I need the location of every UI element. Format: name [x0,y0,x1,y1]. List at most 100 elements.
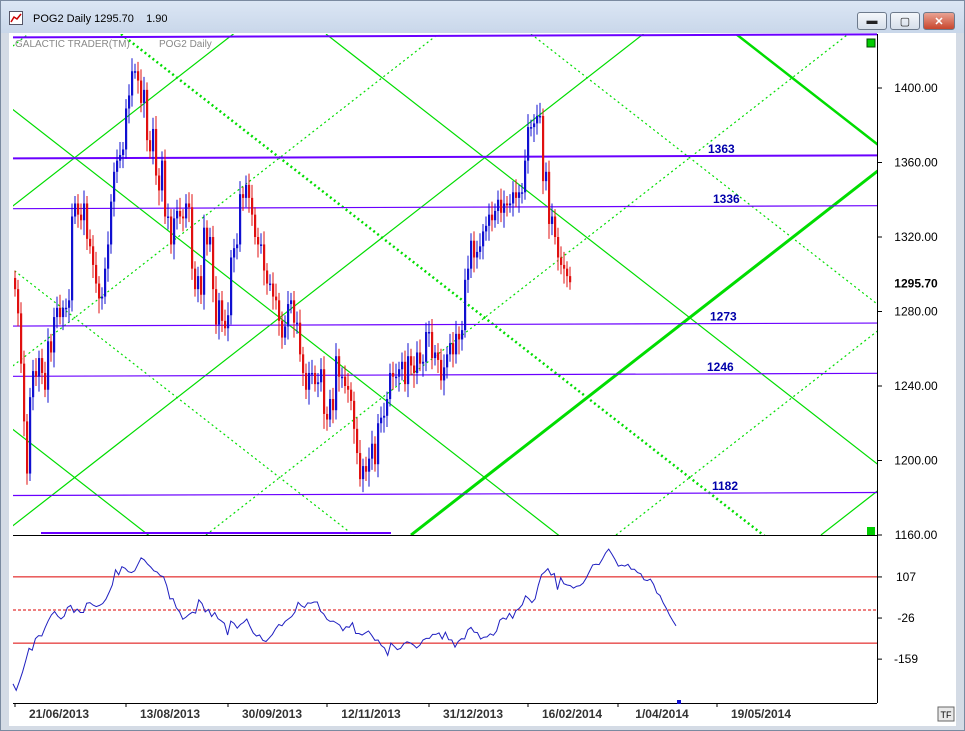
price-bar-body [47,341,50,390]
price-bar-body [137,71,140,81]
price-bar-body [338,356,341,377]
price-bar-body [368,458,371,472]
price-bar-body [383,415,386,418]
price-axis-labels: 1400.00 1360.00 1320.00 1280.00 1240.00 1200.… [877,81,950,542]
price-bar-body [380,417,383,424]
bottom-marker-square[interactable] [867,527,875,535]
price-bar-body [566,268,569,277]
price-bar-body [125,108,128,150]
price-bar-body [59,307,62,318]
time-tick-label: 30/09/2013 [242,707,302,721]
price-bar-body [314,372,317,385]
price-bar-body [569,276,572,283]
price-bar-body [128,95,131,109]
price-bar-body [479,246,482,252]
price-bar-body [65,307,68,310]
price-bar-body [35,371,38,377]
price-bar-body [359,453,362,480]
price-tick-label: 1240.00 [894,379,938,393]
price-bar-body [491,214,494,221]
price-bar-body [311,372,314,375]
price-bar-body [68,300,71,308]
level-line [12,491,878,497]
price-bar-body [386,399,389,416]
price-bar-body [488,214,491,226]
price-bar-body [518,192,521,198]
price-bar-body [269,283,272,286]
price-bar-body [389,372,392,400]
grid-line-down [325,34,877,465]
time-tick-label: 21/06/2013 [29,707,89,721]
chart-area[interactable]: 1428 1363 1336 1273 1246 1182 GALACTIC TRADER… [9,21,956,726]
price-bar-body [371,443,374,459]
timeframe-label: TF [941,710,952,720]
price-bar-body [350,389,353,401]
price-bar-body [497,199,500,211]
price-bar-body [290,300,293,305]
timeframe-button[interactable] [937,706,955,722]
price-bar-body [227,315,230,329]
osc-tick-label: 107 [896,570,916,584]
price-bar-body [461,330,464,340]
price-bar-body [233,248,236,258]
price-chart-svg[interactable]: 1428 1363 1336 1273 1246 1182 GALACTIC TRADER… [9,21,956,726]
price-bar-body [41,358,44,373]
level-label: 1246 [707,360,734,374]
price-bar-body [401,361,404,370]
price-bar-body [167,216,170,219]
price-bar-body [287,304,290,327]
price-bar-body [470,240,473,269]
close-button[interactable]: ✕ [923,12,955,30]
price-bar-body [449,343,452,355]
price-bar-body [341,376,344,379]
price-bar-body [281,320,284,338]
price-bar-body [326,413,329,420]
price-bar-body [302,354,305,373]
price-tick-label: 1160.00 [895,528,938,542]
price-bar-body [410,356,413,366]
level-label: 1428 [696,33,723,35]
top-marker-square[interactable] [866,38,876,48]
price-bar-body [122,149,125,156]
price-bar-body [242,194,245,198]
price-bar-body [554,216,557,237]
price-bar-body [62,307,65,318]
price-tick-label: 1360.00 [894,156,938,170]
price-bar-body [335,356,338,411]
price-tick-label: 1200.00 [894,454,938,468]
price-bar-body [206,227,209,245]
window-titlebar[interactable]: POG2 Daily 1295.70 1.90 ▬ ▢ ✕ [1,1,964,33]
price-bar-body [548,171,551,224]
price-bar-body [446,354,449,368]
price-bar-body [113,171,116,202]
price-bar-body [353,400,356,429]
price-bar-body [413,365,416,373]
osc-tick-label: -159 [894,652,918,666]
window-title: POG2 Daily 1295.70 1.90 [33,13,168,25]
price-bar-body [209,237,212,245]
maximize-button[interactable]: ▢ [890,12,920,30]
price-bar-body [53,317,56,353]
price-panel [13,34,877,535]
price-bar-body [23,363,26,422]
price-bar-body [320,369,323,383]
price-bar-body [329,399,332,420]
price-bar-body [32,371,35,398]
price-bar-body [74,203,77,217]
price-bar-body [263,244,266,271]
price-bar-body [536,115,539,124]
price-bar-body [275,296,278,301]
price-bar-body [551,216,554,224]
price-bar-body [38,358,41,377]
symbol-header: POG2 Daily [159,39,212,50]
time-tick-label: 13/08/2013 [140,707,200,721]
minimize-button[interactable]: ▬ [857,12,887,30]
price-bar-body [29,397,32,474]
price-bar-body [362,466,365,480]
price-bar-body [272,283,275,297]
price-bar-body [236,244,239,249]
price-bar-body [515,192,518,198]
price-bar-body [131,71,134,96]
price-bar-body [257,237,260,245]
